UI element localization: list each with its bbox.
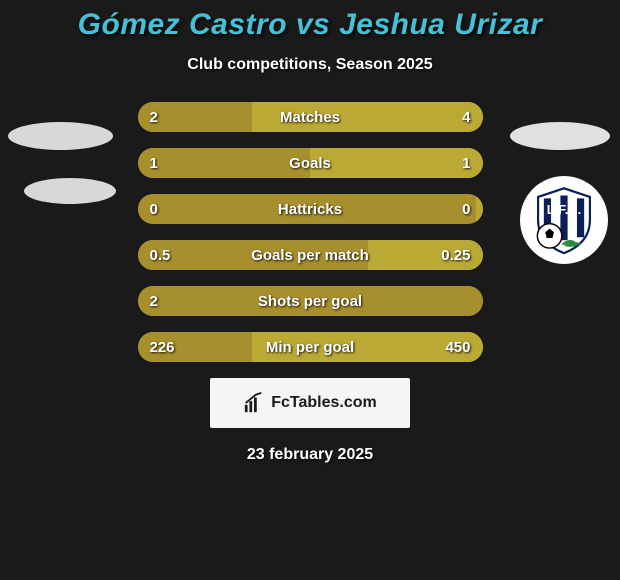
stat-row: Goals per match0.50.25 bbox=[138, 240, 483, 270]
stat-row: Hattricks00 bbox=[138, 194, 483, 224]
club-crest-right: L.F.C. bbox=[520, 176, 608, 264]
stat-bar-left bbox=[138, 194, 145, 224]
stat-bar-right bbox=[476, 194, 483, 224]
stat-bar-right bbox=[368, 240, 483, 270]
player-left-badge-2 bbox=[24, 178, 116, 204]
stat-bar-left bbox=[138, 332, 253, 362]
stat-bar-right bbox=[310, 148, 483, 178]
page-title: Gómez Castro vs Jeshua Urizar bbox=[0, 8, 620, 42]
stat-bar-right bbox=[252, 332, 482, 362]
svg-text:L.F.C.: L.F.C. bbox=[547, 202, 582, 217]
stat-row: Shots per goal2 bbox=[138, 286, 483, 316]
subtitle: Club competitions, Season 2025 bbox=[0, 56, 620, 74]
stat-bar-left bbox=[138, 286, 483, 316]
stat-bar-left bbox=[138, 148, 311, 178]
player-right-badge-1 bbox=[510, 122, 610, 150]
stat-row: Matches24 bbox=[138, 102, 483, 132]
attribution-badge: FcTables.com bbox=[210, 378, 410, 428]
stat-bar-track bbox=[138, 240, 483, 270]
stat-bar-track bbox=[138, 148, 483, 178]
chart-icon bbox=[243, 392, 265, 414]
stat-bar-track bbox=[138, 194, 483, 224]
stat-row: Goals11 bbox=[138, 148, 483, 178]
stat-bar-track bbox=[138, 286, 483, 316]
stat-row: Min per goal226450 bbox=[138, 332, 483, 362]
stat-bar-right bbox=[252, 102, 482, 132]
stat-bar-left bbox=[138, 102, 253, 132]
stat-bar-track bbox=[138, 332, 483, 362]
attribution-text: FcTables.com bbox=[271, 394, 377, 412]
stat-bar-left bbox=[138, 240, 368, 270]
stat-bar-track bbox=[138, 102, 483, 132]
comparison-bars: Matches24 Goals11 Hattricks00 Goals per mat… bbox=[138, 102, 483, 362]
player-left-badge-1 bbox=[8, 122, 113, 150]
date-text: 23 february 2025 bbox=[0, 446, 620, 464]
